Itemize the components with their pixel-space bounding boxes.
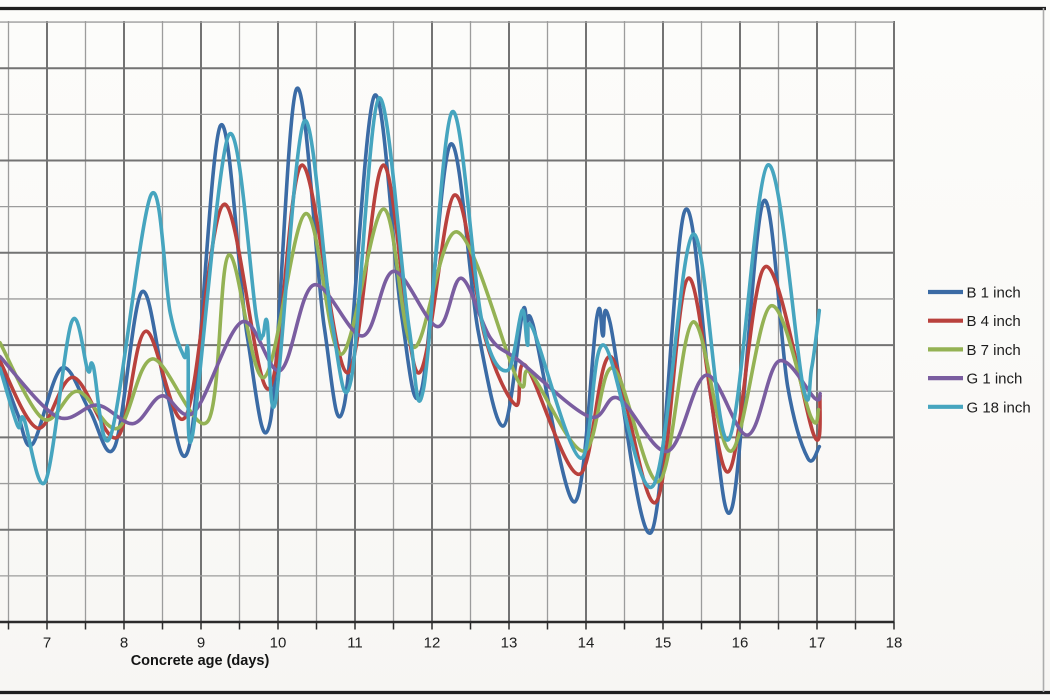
x-tick-label-14: 14 <box>578 635 595 652</box>
x-tick-label-9: 9 <box>197 635 205 652</box>
x-tick-label-10: 10 <box>270 635 287 652</box>
x-axis: 7 8 9 10 11 12 13 14 15 16 17 18 <box>0 620 903 652</box>
legend-item-b-7-inch: B 7 inch <box>928 342 1021 359</box>
legend-label-b-7-inch: B 7 inch <box>967 342 1021 359</box>
legend-item-g-18-inch: G 18 inch <box>928 399 1031 416</box>
legend-item-b-1-inch: B 1 inch <box>928 285 1021 302</box>
x-tick-label-17: 17 <box>809 635 826 652</box>
x-tick-label-11: 11 <box>347 635 363 652</box>
x-tick-label-13: 13 <box>501 635 518 652</box>
x-tick-label-12: 12 <box>424 635 441 652</box>
x-tick-label-7: 7 <box>43 635 51 652</box>
legend-label-b-1-inch: B 1 inch <box>967 285 1021 302</box>
series-line-b-4-inch <box>0 163 822 505</box>
legend-item-b-4-inch: B 4 inch <box>928 313 1021 330</box>
x-tick-label-15: 15 <box>655 635 672 652</box>
x-tick-label-8: 8 <box>120 635 128 652</box>
series-line-g-1-inch <box>0 269 822 454</box>
x-tick-label-16: 16 <box>732 635 749 652</box>
legend: B 1 inch B 4 inch B 7 inch G 1 inch G 18 inc… <box>928 285 1031 416</box>
series-line-b-1-inch <box>0 86 822 535</box>
legend-item-g-1-inch: G 1 inch <box>928 371 1022 388</box>
legend-label-b-4-inch: B 4 inch <box>967 313 1021 330</box>
series-lines <box>0 86 822 535</box>
series-line-b-7-inch <box>0 207 821 484</box>
series-line-g-18-inch <box>0 96 822 490</box>
chart-borders <box>0 6 1050 695</box>
x-tick-label-18: 18 <box>886 635 903 652</box>
legend-label-g-1-inch: G 1 inch <box>967 371 1023 388</box>
x-axis-title: Concrete age (days) <box>131 653 270 669</box>
legend-label-g-18-inch: G 18 inch <box>967 399 1031 416</box>
